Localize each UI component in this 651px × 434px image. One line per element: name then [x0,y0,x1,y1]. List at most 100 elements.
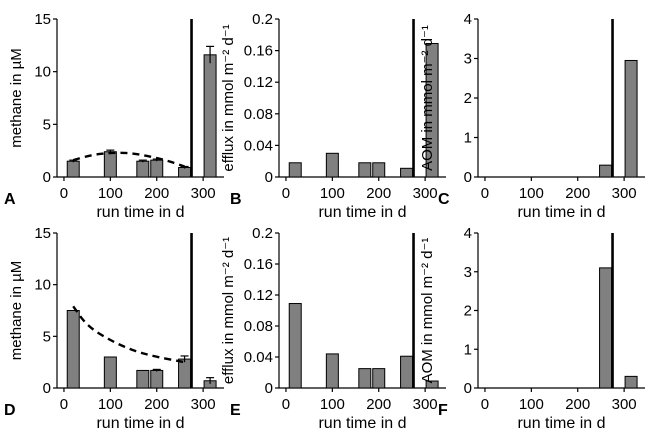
bar [66,310,80,389]
y-tick-label: 0.2 [252,11,273,28]
y-tick-label: 2 [464,303,472,320]
y-tick-label: 3 [464,264,472,281]
y-tick-label: 0 [265,380,273,397]
bar [425,42,439,178]
panel-letter: E [230,402,241,419]
bar [372,368,386,389]
bar [325,152,339,178]
y-axis-label: efflux in mmol m⁻² d⁻¹ [220,237,237,384]
panel-letter: D [4,402,16,419]
x-tick-label: 100 [320,185,345,202]
y-tick-label: 0 [265,169,273,186]
x-tick-label: 100 [320,396,345,413]
x-tick-label: 300 [191,396,216,413]
y-tick-label: 1 [464,130,472,147]
y-tick-label: 0.04 [244,137,273,154]
bar [203,54,217,178]
y-tick-label: 2 [464,90,472,107]
x-tick-label: 0 [60,396,68,413]
x-tick-label: 300 [612,396,637,413]
x-tick-label: 100 [519,185,544,202]
trend-line [72,305,185,364]
bar [288,162,302,178]
panel-letter: F [438,402,448,419]
bar [400,167,414,178]
panel-D: 0 5 10 15 0 100 200 300 run time in d methane in … [4,225,224,432]
bar [178,358,192,389]
x-tick-label: 200 [366,396,391,413]
y-tick-label: 0.04 [244,349,273,366]
y-tick-label: 0.16 [244,43,273,60]
x-tick-label: 0 [60,185,68,202]
x-axis-label: run time in d [318,204,406,221]
panel-letter: A [4,191,16,208]
x-axis-label: run time in d [318,415,406,432]
bar [103,356,117,389]
y-tick-label: 10 [34,277,51,294]
bar [288,303,302,389]
bar [103,151,117,178]
bar [400,355,414,389]
bar [358,162,372,178]
x-axis-label: run time in d [517,204,605,221]
bar [599,267,613,389]
y-tick-label: 15 [34,225,51,242]
y-axis-label: AOM in mmol m⁻² d⁻¹ [419,25,436,171]
y-axis-label: methane in µM [8,261,25,361]
y-tick-label: 5 [43,116,51,133]
panel-C: 0 1 2 3 4 0 100 200 300 run time in d AOM in mmol … [419,11,645,221]
panel-E: 0 0.04 0.08 0.12 0.16 0.2 0 100 200 300 run time i… [220,225,446,432]
x-tick-label: 200 [144,396,169,413]
x-tick-label: 100 [98,396,123,413]
bar [150,159,164,178]
panel-A: 0 5 10 15 0 100 200 300 run time in d methane in … [4,11,224,221]
x-tick-label: 100 [98,185,123,202]
panel-F: 0 1 2 3 4 0 100 200 300 run time in d AOM in mmol … [419,225,645,432]
x-axis-label: run time in d [96,204,184,221]
bar [136,160,150,178]
y-tick-label: 15 [34,11,51,28]
y-tick-label: 0.12 [244,287,273,304]
y-tick-label: 0 [43,169,51,186]
bar [624,59,638,178]
panel-letter: B [230,191,242,208]
x-tick-label: 300 [413,396,438,413]
bar [372,162,386,178]
x-tick-label: 0 [481,396,489,413]
y-tick-label: 0.12 [244,74,273,91]
y-tick-label: 3 [464,51,472,68]
bar [136,369,150,389]
y-tick-label: 0.08 [244,318,273,335]
bar [624,375,638,389]
x-tick-label: 200 [565,396,590,413]
bar [150,369,164,389]
x-tick-label: 200 [366,185,391,202]
bar [425,380,439,389]
y-axis-label: methane in µM [8,48,25,148]
panel-B: 0 0.04 0.08 0.12 0.16 0.2 0 100 200 300 run time i… [220,11,446,221]
trend-line [72,151,186,168]
y-tick-label: 0.2 [252,225,273,242]
y-tick-label: 10 [34,64,51,81]
x-tick-label: 200 [144,185,169,202]
y-tick-label: 0 [43,380,51,397]
bar [599,164,613,178]
panel-letter: C [438,191,450,208]
x-tick-label: 300 [191,185,216,202]
x-tick-label: 0 [282,185,290,202]
bar [178,167,192,178]
y-tick-label: 0 [464,169,472,186]
x-tick-label: 200 [565,185,590,202]
bar [325,353,339,389]
x-tick-label: 0 [481,185,489,202]
y-tick-label: 0 [464,380,472,397]
x-axis-label: run time in d [517,415,605,432]
y-tick-label: 5 [43,328,51,345]
x-axis-label: run time in d [96,415,184,432]
x-tick-label: 300 [413,185,438,202]
x-tick-label: 100 [519,396,544,413]
bar [66,160,80,178]
y-tick-label: 4 [464,11,472,28]
y-axis-label: AOM in mmol m⁻² d⁻¹ [419,238,436,384]
